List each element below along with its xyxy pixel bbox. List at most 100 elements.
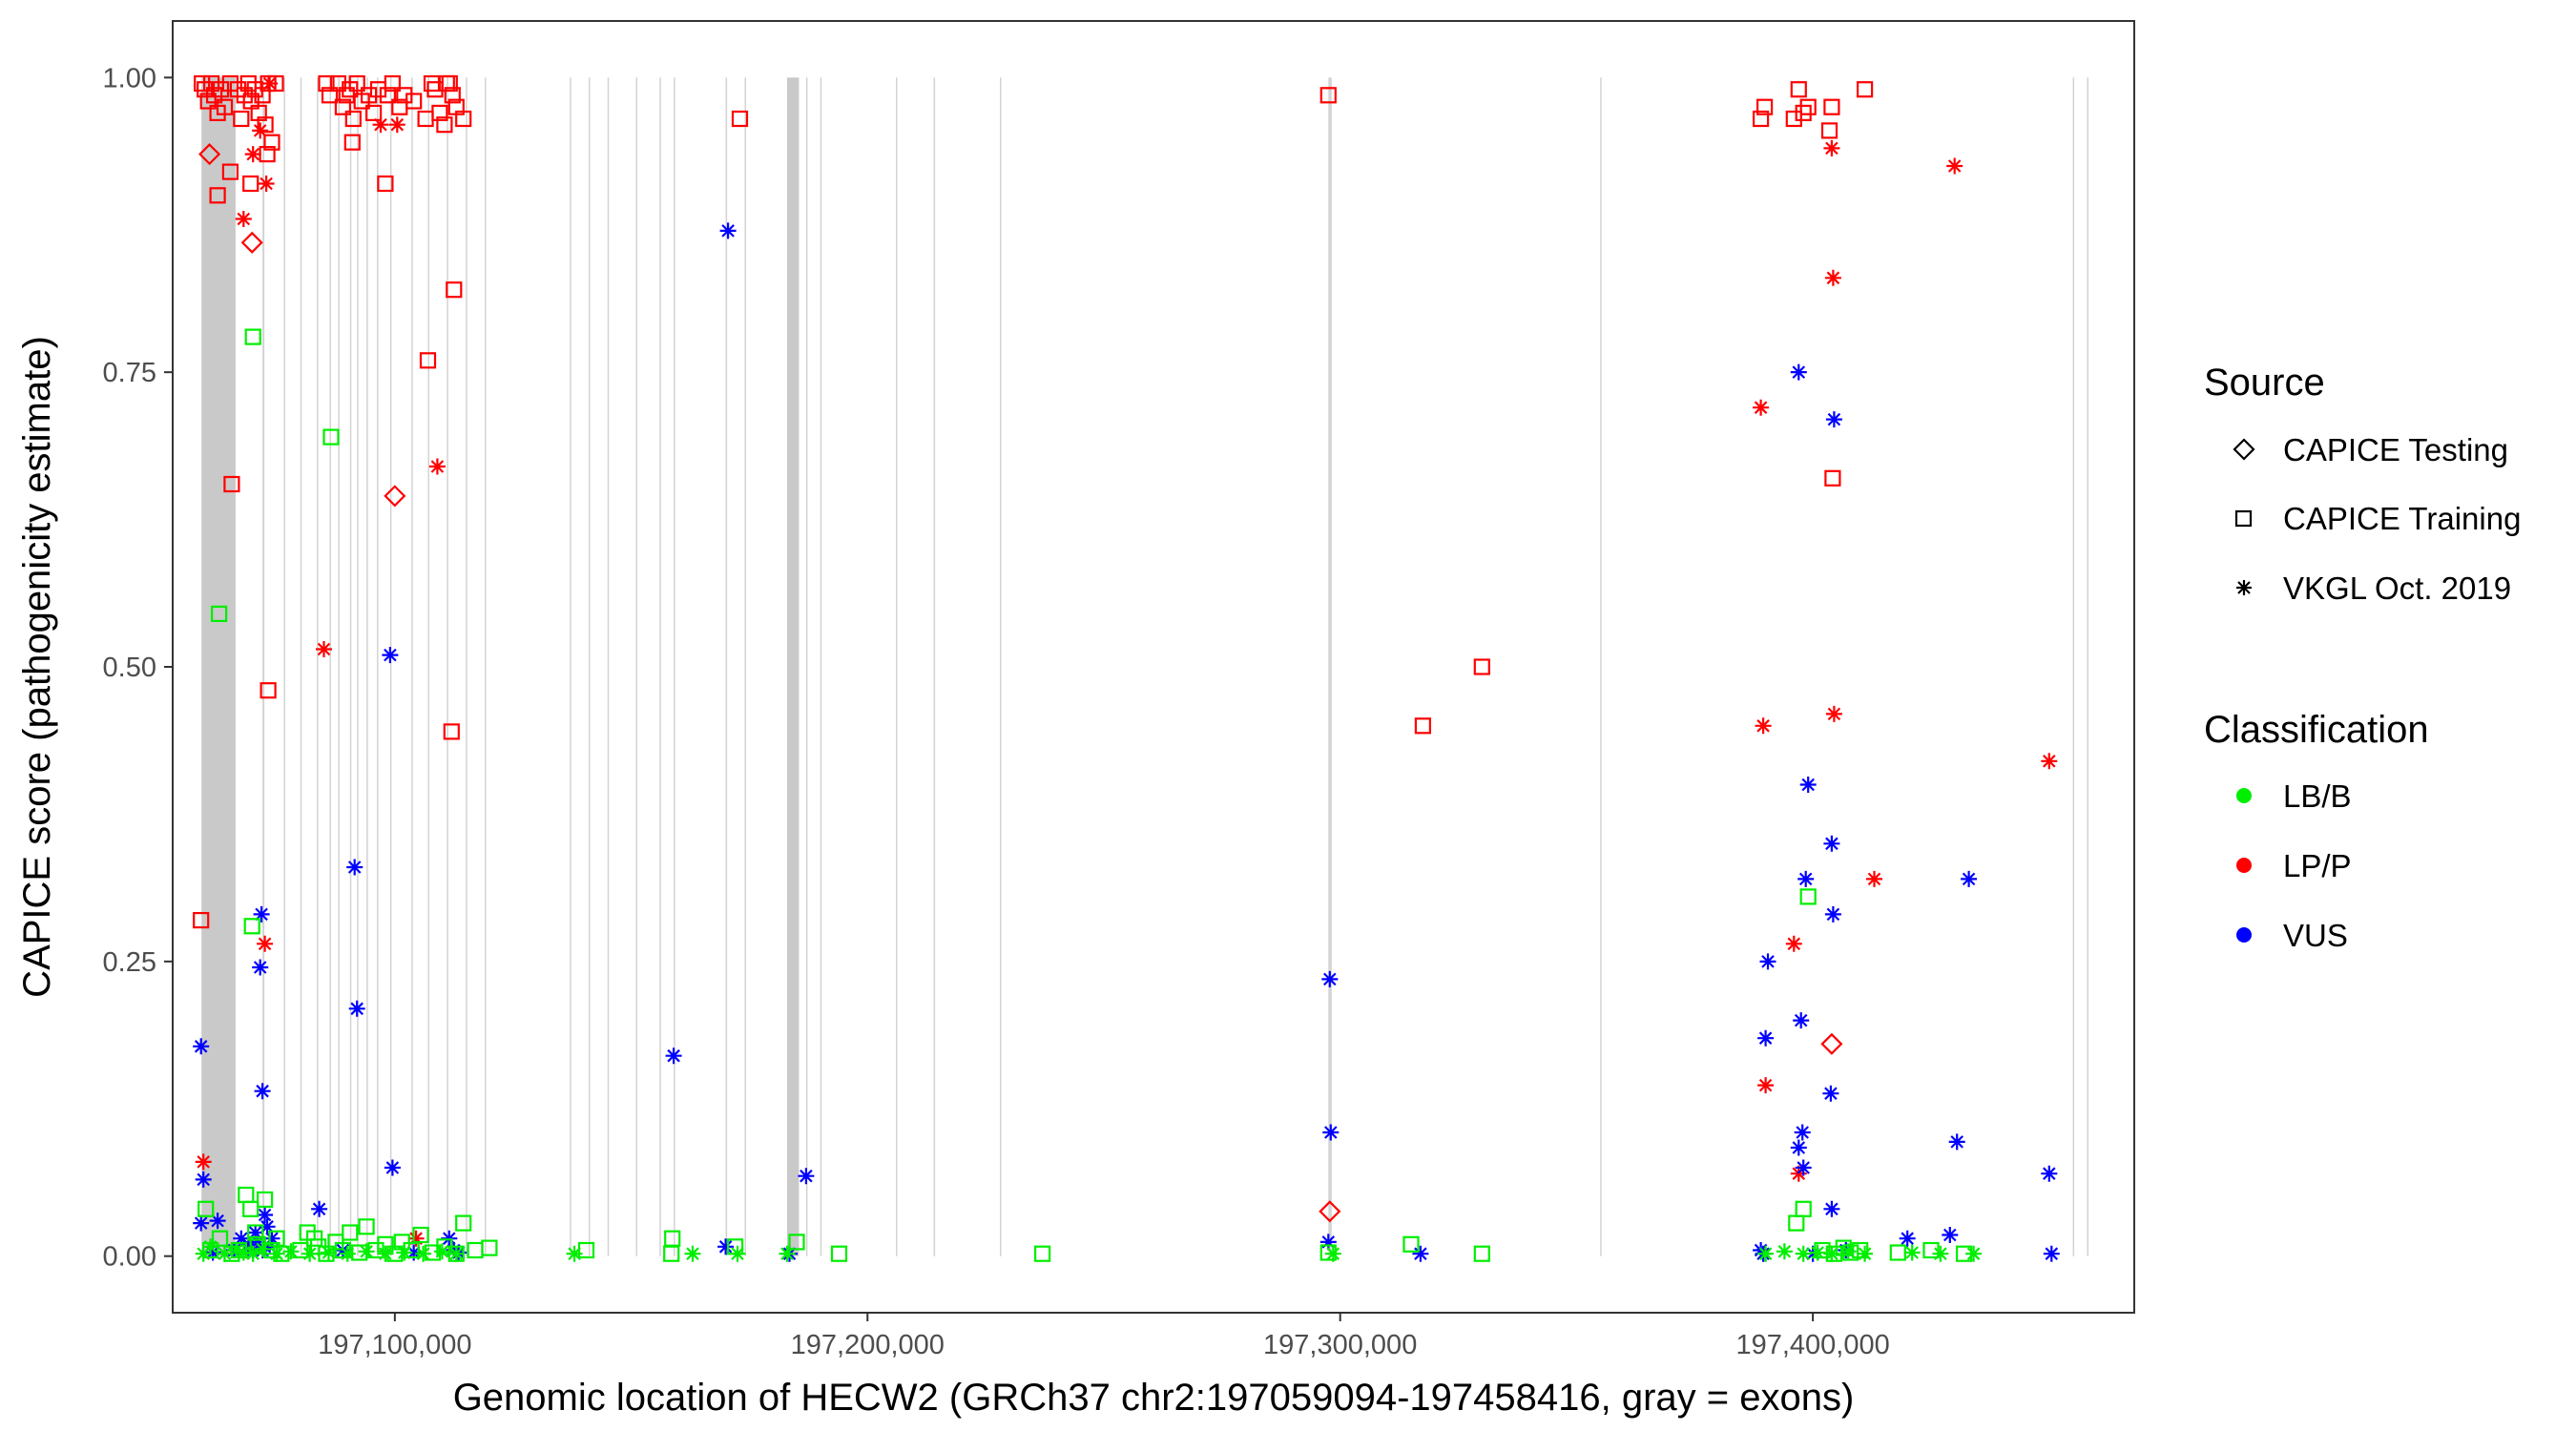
exon-layer [201,77,2088,1256]
point-s5-9 [301,1245,319,1262]
exon-band-24 [744,77,746,1256]
point-s3-55 [1804,1245,1821,1262]
point-s5-17 [447,1245,465,1262]
point-s0-7 [216,98,234,115]
point-s4-28 [412,1226,429,1244]
point-s3-10 [249,1234,266,1251]
point-s0-49 [436,116,453,134]
point-s4-32 [455,1214,472,1232]
point-s3-35 [1322,1124,1340,1141]
exon-band-21 [659,77,661,1256]
point-s3-4 [204,1244,221,1261]
point-s2-19 [1825,705,1842,722]
point-s0-29 [321,87,339,104]
point-s3-51 [1825,411,1842,428]
point-s5-19 [684,1245,701,1262]
x-tick-label-3: 197,400,000 [1735,1330,1889,1360]
point-s5-7 [268,1245,285,1262]
exon-band-32 [1600,77,1602,1256]
point-s3-20 [348,1000,365,1017]
y-tick-label-3: 0.75 [103,358,156,388]
exon-band-9 [366,77,368,1256]
point-s5-4 [235,1244,252,1261]
point-s3-36 [1319,1234,1337,1251]
point-s4-0 [197,1200,215,1217]
point-s5-20 [729,1245,746,1262]
point-s0-34 [344,110,362,128]
point-s3-24 [311,1200,328,1217]
point-s0-55 [343,134,361,151]
diamond-icon [2233,438,2255,461]
point-s2-18 [1824,269,1841,286]
exon-band-2 [283,77,285,1256]
point-s3-37 [1412,1245,1429,1262]
point-s5-12 [358,1243,375,1260]
point-s0-22 [221,163,239,180]
point-s3-42 [1790,363,1807,381]
point-s0-59 [443,723,460,740]
point-s2-2 [258,176,275,192]
point-s1-0 [198,143,221,166]
point-s2-9 [316,641,332,657]
legend-label-lpp: LP/P [2283,848,2352,883]
point-s3-25 [405,1244,423,1261]
point-s5-14 [396,1244,413,1261]
point-s5-16 [433,1243,450,1260]
point-s3-6 [233,1230,250,1247]
point-s5-6 [254,1240,271,1257]
point-s0-69 [1799,98,1817,115]
legend-label-capice-training: CAPICE Training [2283,501,2521,536]
point-s5-11 [339,1245,356,1262]
point-s5-8 [282,1243,300,1260]
legend-label-lbb: LB/B [2283,778,2352,814]
legend-key-lbb [2236,788,2252,803]
legend-title-source: Source [2204,362,2325,404]
point-s3-30 [719,222,737,239]
point-s2-20 [1866,870,1882,887]
point-s3-33 [798,1168,815,1185]
legend-key-vkgl [2236,580,2252,595]
point-s2-17 [1823,139,1840,156]
exon-band-33 [2072,77,2075,1256]
point-s0-26 [260,682,277,699]
square-icon [2234,509,2253,528]
point-s1-1 [240,231,263,254]
exon-band-16 [485,77,487,1256]
legend-key-lpp [2236,858,2252,873]
point-s3-48 [1799,777,1817,793]
point-s2-14 [1757,1077,1775,1094]
point-s5-22 [1324,1245,1341,1262]
exon-band-6 [338,77,340,1256]
point-s5-24 [1776,1243,1793,1260]
exon-band-8 [357,77,359,1256]
point-s0-23 [242,175,260,193]
point-s4-7 [247,1224,264,1241]
point-s4-34 [481,1239,498,1256]
y-tick-label-2: 0.50 [103,653,156,683]
point-s0-38 [365,104,383,122]
point-s0-44 [405,93,423,110]
point-s0-10 [233,110,250,128]
point-s0-37 [361,87,378,104]
point-s4-51 [1799,888,1817,905]
point-s0-61 [1319,87,1337,104]
legend: Source CAPICE Testing CAPICE Training VK… [2204,362,2521,953]
point-s2-12 [1753,399,1770,416]
legend-key-capice-testing [2233,438,2255,461]
point-s0-72 [1856,81,1874,98]
point-s0-6 [212,81,230,98]
point-s3-41 [1759,953,1776,970]
point-s3-43 [1793,1012,1810,1029]
point-s4-50 [1795,1200,1812,1217]
point-s0-68 [1795,104,1812,122]
point-s2-13 [1755,717,1772,735]
point-s1-3 [1319,1200,1341,1223]
point-s0-19 [263,134,280,151]
point-s0-0 [194,74,211,93]
point-s3-16 [253,905,270,923]
exon-band-18 [589,77,591,1256]
exon-band-26 [805,77,808,1256]
point-s3-14 [261,1238,279,1255]
point-s2-10 [428,458,446,475]
